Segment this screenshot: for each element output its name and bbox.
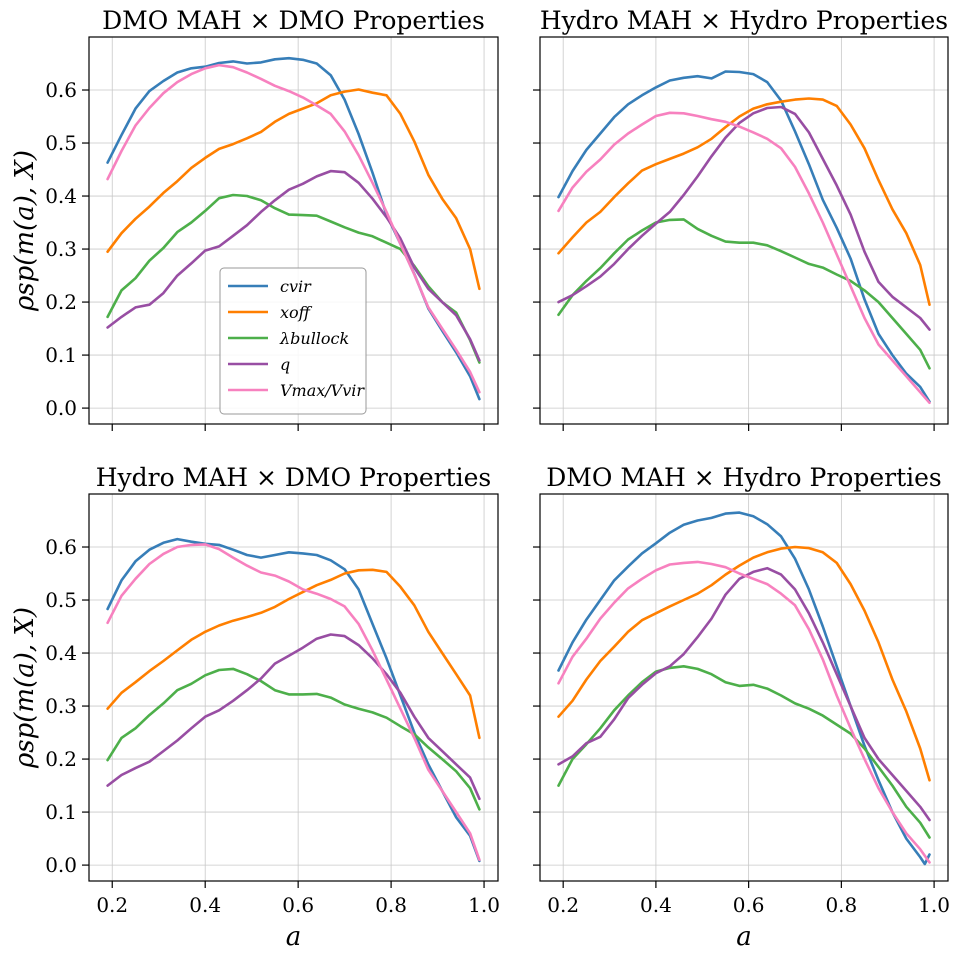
legend-entry-label: Vmax/Vvir [280,381,365,400]
x-tick-label: 0.4 [189,893,221,917]
series-line-q [106,633,481,801]
y-axis-label: ρsp(m(a), X) [10,150,40,312]
panel-4: 0.2 0.4 0.6 0.8 1.0 DMO MAH × Hydro Propertie… [533,463,950,952]
series-line-q [557,566,931,822]
series-line-x-off [106,568,481,740]
y-tick-label: 0.0 [45,853,77,877]
series-line-c-vir [106,537,481,863]
series-line-q [106,169,481,362]
x-tick-label: 0.8 [825,893,857,917]
series-line-vmax-vvir [106,63,481,394]
x-tick-label: 0.4 [640,893,672,917]
x-tick-label: 0.6 [282,893,314,917]
x-tick-label: 0.2 [547,893,579,917]
y-tick-label: 0.2 [45,290,77,314]
x-tick-label: 0.8 [375,893,407,917]
panel-title: DMO MAH × DMO Properties [102,6,485,35]
panel-2: Hydro MAH × Hydro Properties [533,6,949,431]
y-tick-label: 0.4 [45,641,77,665]
series-line-x-off [557,545,931,782]
x-tick-label: 1.0 [468,893,500,917]
y-tick-label: 0.2 [45,747,77,771]
y-tick-label: 0.1 [45,800,77,824]
x-tick-label: 1.0 [918,893,950,917]
x-axis-label: a [736,922,752,952]
legend-box [219,267,367,415]
legend-entry-label: λbullock [279,329,349,348]
y-tick-label: 0.4 [45,184,77,208]
x-tick-label: 0.6 [733,893,765,917]
legend: cvir xoff λbullock q Vmax/Vvir [219,267,367,415]
y-tick-label: 0.5 [45,131,77,155]
y-tick-label: 0.5 [45,588,77,612]
panel-title: Hydro MAH × DMO Properties [96,463,492,492]
series-line-lambda-bullock [557,665,931,839]
panel-title: Hydro MAH × Hydro Properties [540,6,948,35]
plot-frame [539,36,949,425]
plot-frame [88,36,499,425]
panel-3: 0.2 0.4 0.6 0.8 1.0 0.0 0.1 0.2 0.3 0.4 0.5 0.6 Hydr… [10,463,500,952]
legend-entry-label: xoff [280,303,313,322]
series-line-x-off [106,88,481,291]
y-tick-label: 0.3 [45,694,77,718]
y-tick-label: 0.6 [45,78,77,102]
y-tick-label: 0.1 [45,343,77,367]
plot-frame [539,493,949,882]
x-tick-label: 0.2 [96,893,128,917]
series-line-lambda-bullock [106,667,481,811]
series-line-x-off [557,97,931,306]
series-line-vmax-vvir [557,111,931,405]
y-tick-label: 0.3 [45,237,77,261]
panel-title: DMO MAH × Hydro Properties [546,463,942,492]
y-axis-label: ρsp(m(a), X) [10,607,40,769]
series-line-vmax-vvir [106,543,481,862]
legend-entry-label: q [280,355,290,374]
series-line-c-vir [557,511,931,866]
series-line-lambda-bullock [557,218,931,370]
series-line-c-vir [557,70,931,403]
series-line-vmax-vvir [557,560,931,864]
plot-frame [88,493,499,882]
legend-entry-label: cvir [280,277,312,296]
y-tick-label: 0.0 [45,396,77,420]
series-line-q [557,105,931,331]
y-tick-label: 0.6 [45,535,77,559]
x-axis-label: a [286,922,302,952]
panel-1: 0.0 0.1 0.2 0.3 0.4 0.5 0.6 DMO MAH × DMO Prope… [10,6,499,431]
